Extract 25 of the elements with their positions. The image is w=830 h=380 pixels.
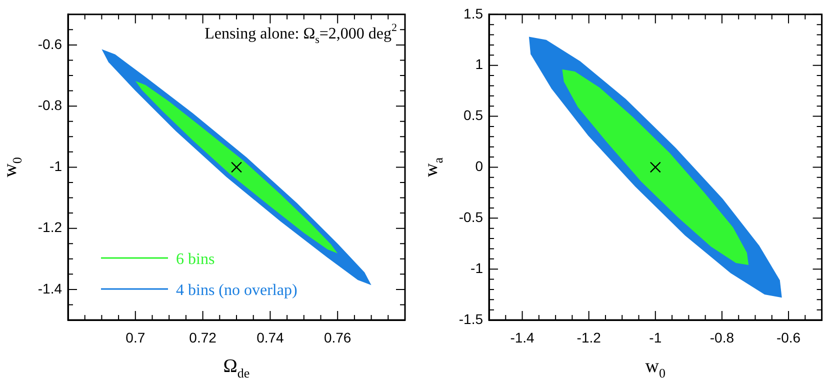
y-tick-label: -0.6 [38,36,62,52]
legend-label: 4 bins (no overlap) [176,282,298,299]
x-tick-label: 0.76 [324,329,352,346]
y-axis-title: w0 [0,157,25,178]
y-tick-label: 0.5 [464,107,484,124]
x-tick-label: -0.6 [776,329,801,346]
x-tick-label: -1.2 [576,329,602,346]
y-tick-label: -0.5 [458,208,484,225]
y-tick-label: -1.5 [458,310,484,327]
y-tick-label: -1 [50,158,62,174]
x-tick-label: 0.74 [256,329,284,346]
x-tick-label: 0.72 [189,329,217,346]
x-tick-label: -0.8 [710,329,734,346]
y-tick-label: 1 [475,56,484,72]
y-tick-label: -1.4 [38,280,62,296]
y-tick-label: -0.8 [38,96,62,113]
y-tick-label: 1.5 [464,5,484,22]
y-tick-label: -1.2 [38,219,62,236]
x-tick-label: 0.7 [126,329,146,346]
x-tick-label: -1.4 [510,329,535,346]
x-tick-label: -1 [649,329,662,346]
y-tick-label: 0 [475,158,484,174]
y-tick-label: -1 [470,260,484,276]
y-axis-title: wa [421,157,446,177]
legend-label: 6 bins [176,251,215,268]
